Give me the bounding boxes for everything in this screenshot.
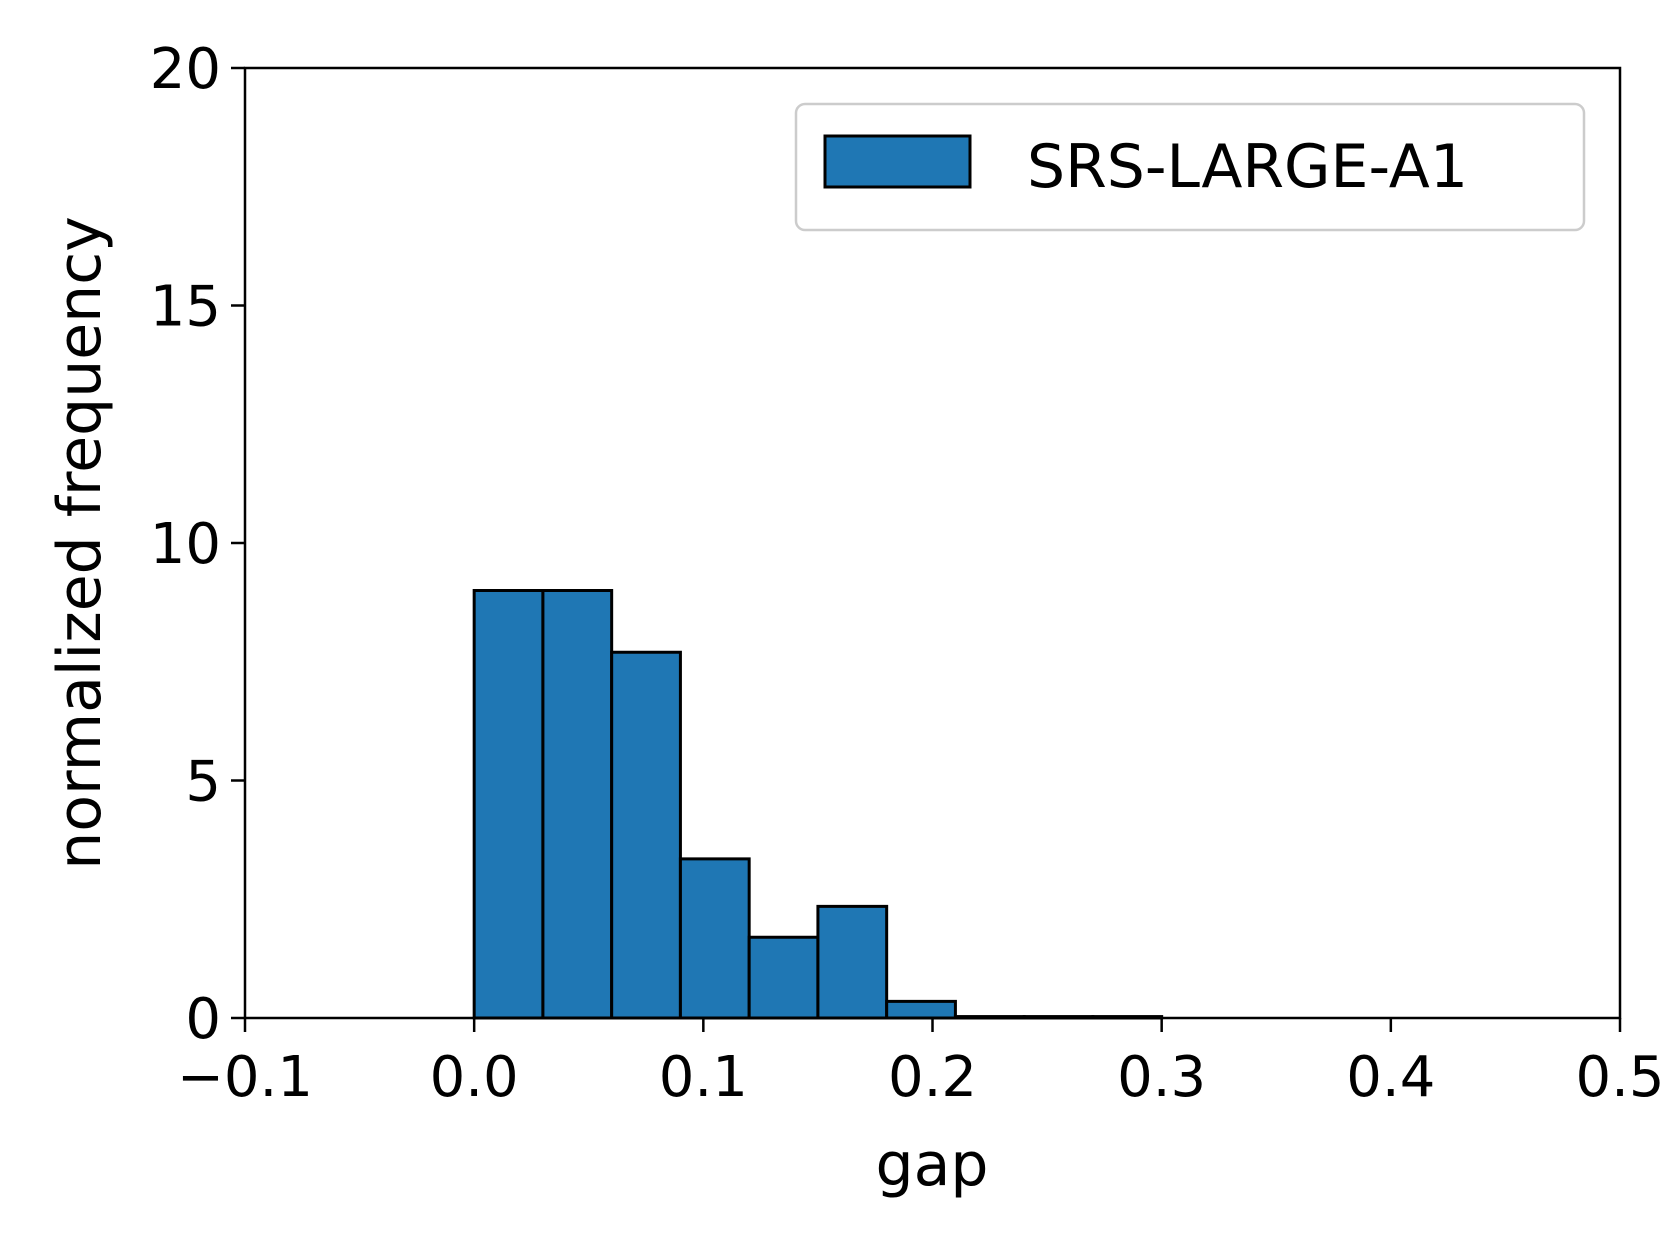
y-tick-label: 10 <box>150 512 221 577</box>
x-tick-label: 0.4 <box>1346 1045 1435 1110</box>
bars-group <box>472 589 1164 1020</box>
legend: SRS-LARGE-A1 <box>794 102 1586 232</box>
histogram-bar <box>885 999 957 1020</box>
legend-box <box>794 102 1586 232</box>
x-axis-label: gap <box>876 1130 989 1200</box>
histogram-bar <box>747 935 820 1020</box>
x-tick-label: 0.1 <box>659 1045 748 1110</box>
y-tick-label: 15 <box>150 275 221 340</box>
histogram-bar <box>541 589 614 1020</box>
histogram-bar <box>610 650 682 1020</box>
histogram-bar <box>472 589 545 1020</box>
y-tick-label: 5 <box>185 750 221 815</box>
histogram-bar <box>678 857 751 1020</box>
x-tick-label: 0.5 <box>1575 1045 1660 1110</box>
y-axis-ticks: 0 5 10 15 20 <box>150 37 245 1052</box>
legend-label: SRS-LARGE-A1 <box>1027 132 1468 202</box>
y-tick-label: 0 <box>185 987 221 1052</box>
x-tick-label: −0.1 <box>177 1045 313 1110</box>
y-tick-label: 20 <box>150 37 221 102</box>
histogram-bar <box>816 904 889 1020</box>
x-tick-label: 0.3 <box>1117 1045 1206 1110</box>
x-axis-ticks: −0.1 0.0 0.1 0.2 0.3 0.4 0.5 <box>177 1018 1660 1110</box>
x-tick-label: 0.2 <box>888 1045 977 1110</box>
y-axis-label: normalized frequency <box>45 216 115 869</box>
x-tick-label: 0.0 <box>430 1045 519 1110</box>
legend-swatch <box>823 134 972 189</box>
